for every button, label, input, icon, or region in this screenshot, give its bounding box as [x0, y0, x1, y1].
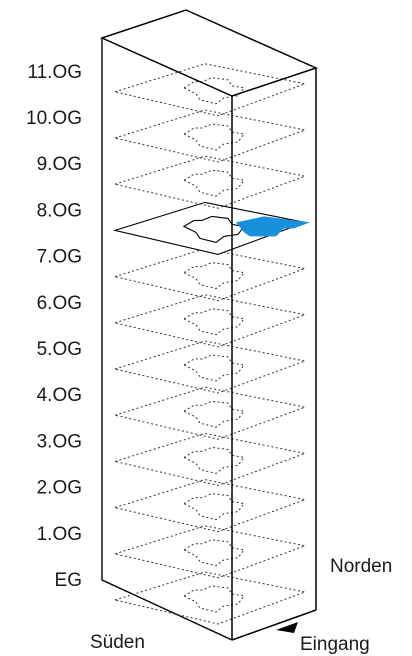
floor-plan-5: [113, 340, 307, 394]
north-label: Norden: [330, 556, 392, 577]
floor-slab: [113, 525, 307, 579]
floor-slab: [113, 248, 307, 302]
floor-slab: [113, 294, 307, 348]
floor-label-0: EG: [55, 570, 82, 591]
floor-core: [182, 400, 245, 428]
floor-plan-2: [113, 479, 307, 533]
entrance-label: Eingang: [300, 634, 370, 655]
south-label: Süden: [90, 632, 145, 653]
floor-plans: [112, 63, 310, 625]
floor-core: [182, 262, 245, 290]
floor-slab: [113, 340, 307, 394]
floor-plan-0: [113, 571, 307, 625]
floor-slab: [113, 432, 307, 486]
floor-label-8: 8.OG: [37, 200, 82, 221]
floor-label-2: 2.OG: [37, 478, 82, 499]
floor-label-1: 1.OG: [37, 524, 82, 545]
floor-plan-9: [113, 155, 307, 209]
floor-plan-6: [113, 294, 307, 348]
floor-labels: EG 1.OG 2.OG 3.OG 4.OG 5.OG 6.OG 7.OG 8.OG 9.OG 10…: [26, 62, 82, 591]
floor-plan-4: [113, 386, 307, 440]
floor-slab: [113, 386, 307, 440]
floor-plan-3: [113, 432, 307, 486]
floor-label-10: 10.OG: [26, 108, 82, 129]
floor-core: [182, 493, 245, 521]
floor-slab: [113, 155, 307, 209]
floor-plan-1: [113, 525, 307, 579]
entrance-arrow-icon: [276, 622, 298, 633]
building-base-edge: [231, 609, 317, 641]
floor-slab: [113, 479, 307, 533]
building-box-front: [99, 9, 319, 641]
building-roof: [99, 9, 319, 97]
floor-label-6: 6.OG: [37, 293, 82, 314]
floor-plan-7: [113, 248, 307, 302]
floor-label-9: 9.OG: [37, 154, 82, 175]
floor-label-11: 11.OG: [27, 62, 82, 83]
floor-core: [182, 354, 245, 382]
floor-slab: [113, 571, 307, 625]
floor-core: [182, 123, 245, 151]
floor-label-5: 5.OG: [37, 339, 82, 360]
floor-core: [182, 585, 245, 613]
floor-plan-8: [112, 201, 310, 255]
floor-core: [182, 539, 245, 567]
floor-label-3: 3.OG: [37, 431, 82, 452]
floor-plan-11: [113, 63, 307, 117]
floor-label-4: 4.OG: [37, 385, 82, 406]
floor-core: [182, 308, 245, 336]
highlighted-zone: [236, 216, 310, 237]
floor-slab: [113, 63, 307, 117]
floor-core: [182, 77, 245, 105]
floor-core: [182, 169, 245, 197]
building-box-back: [101, 38, 233, 641]
floor-slab: [113, 109, 307, 163]
floor-label-7: 7.OG: [37, 247, 82, 268]
floor-core: [182, 446, 245, 474]
floor-plan-10: [113, 109, 307, 163]
